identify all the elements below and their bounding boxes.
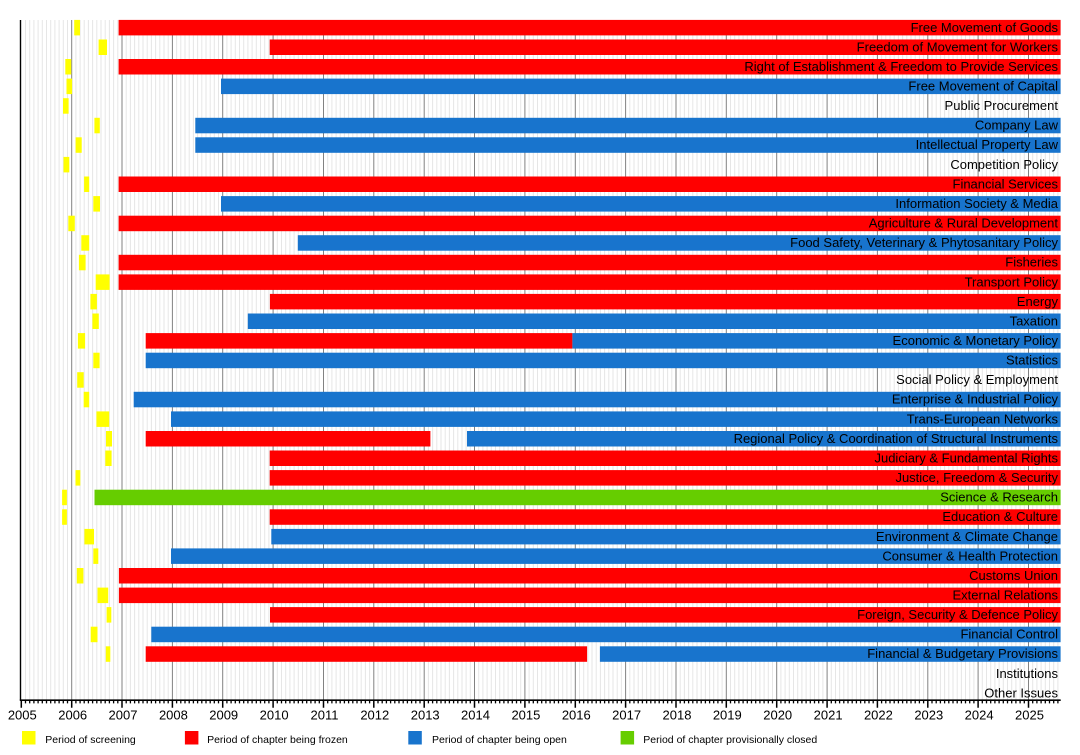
svg-text:Freedom of Movement for Worker: Freedom of Movement for Workers (857, 39, 1059, 54)
svg-text:Customs Union: Customs Union (969, 568, 1058, 583)
svg-text:Period of screening: Period of screening (45, 734, 136, 746)
svg-text:2010: 2010 (260, 708, 289, 723)
svg-text:External Relations: External Relations (953, 588, 1059, 603)
svg-text:2014: 2014 (461, 708, 490, 723)
svg-text:Social Policy & Employment: Social Policy & Employment (896, 372, 1058, 387)
svg-text:Fisheries: Fisheries (1005, 255, 1058, 270)
svg-text:Financial & Budgetary Provisio: Financial & Budgetary Provisions (867, 646, 1058, 661)
svg-text:2011: 2011 (311, 708, 339, 723)
svg-text:Period of chapter being open: Period of chapter being open (432, 734, 567, 746)
svg-text:Enterprise & Industrial Policy: Enterprise & Industrial Policy (892, 392, 1059, 407)
svg-text:2016: 2016 (562, 708, 591, 723)
svg-text:Taxation: Taxation (1010, 313, 1058, 328)
svg-text:2015: 2015 (511, 708, 540, 723)
svg-text:Economic & Monetary Policy: Economic & Monetary Policy (893, 333, 1059, 348)
svg-text:Information Society & Media: Information Society & Media (895, 196, 1058, 211)
svg-text:Food Safety, Veterinary & Phyt: Food Safety, Veterinary & Phytosanitary … (790, 235, 1058, 250)
svg-text:2006: 2006 (58, 708, 87, 723)
svg-text:Competition Policy: Competition Policy (950, 157, 1058, 172)
svg-text:Right of Establishment & Freed: Right of Establishment & Freedom to Prov… (744, 59, 1058, 74)
svg-text:2013: 2013 (411, 708, 440, 723)
svg-text:Free Movement of Goods: Free Movement of Goods (911, 20, 1059, 35)
svg-text:Energy: Energy (1017, 294, 1059, 309)
svg-text:2024: 2024 (965, 708, 994, 723)
svg-text:Company Law: Company Law (975, 118, 1059, 133)
svg-text:Judiciary & Fundamental Rights: Judiciary & Fundamental Rights (874, 450, 1058, 465)
svg-text:Public Procurement: Public Procurement (945, 98, 1059, 113)
svg-text:2017: 2017 (612, 708, 641, 723)
svg-text:Education & Culture: Education & Culture (942, 509, 1058, 524)
svg-text:Environment & Climate Change: Environment & Climate Change (876, 529, 1058, 544)
svg-text:2012: 2012 (360, 708, 389, 723)
svg-text:Period of chapter provisionall: Period of chapter provisionally closed (643, 734, 817, 746)
svg-text:Period of chapter being frozen: Period of chapter being frozen (207, 734, 348, 746)
svg-text:Statistics: Statistics (1006, 353, 1059, 368)
svg-text:Regional Policy & Coordination: Regional Policy & Coordination of Struct… (734, 431, 1059, 446)
svg-text:2022: 2022 (864, 708, 893, 723)
svg-text:2021: 2021 (814, 708, 843, 723)
svg-text:Trans-European Networks: Trans-European Networks (907, 411, 1059, 426)
svg-text:2007: 2007 (109, 708, 138, 723)
svg-text:2008: 2008 (159, 708, 188, 723)
svg-text:Financial Services: Financial Services (953, 176, 1059, 191)
svg-text:Agriculture & Rural Developmen: Agriculture & Rural Development (869, 216, 1059, 231)
svg-text:2020: 2020 (763, 708, 792, 723)
svg-text:Institutions: Institutions (996, 666, 1059, 681)
svg-text:2023: 2023 (914, 708, 943, 723)
svg-text:Consumer & Health Protection: Consumer & Health Protection (882, 548, 1058, 563)
svg-text:2018: 2018 (663, 708, 692, 723)
svg-text:Science & Research: Science & Research (940, 490, 1058, 505)
svg-text:2025: 2025 (1015, 708, 1044, 723)
svg-text:Free Movement of Capital: Free Movement of Capital (908, 79, 1058, 94)
svg-text:Foreign, Security & Defence Po: Foreign, Security & Defence Policy (857, 607, 1058, 622)
svg-text:2005: 2005 (8, 708, 37, 723)
svg-text:Transport Policy: Transport Policy (965, 274, 1059, 289)
svg-text:Intellectual Property Law: Intellectual Property Law (916, 137, 1059, 152)
svg-text:Justice, Freedom & Security: Justice, Freedom & Security (895, 470, 1058, 485)
svg-text:Financial Control: Financial Control (960, 627, 1058, 642)
svg-text:2009: 2009 (209, 708, 238, 723)
svg-text:Other Issues: Other Issues (984, 685, 1058, 700)
svg-text:2019: 2019 (713, 708, 742, 723)
